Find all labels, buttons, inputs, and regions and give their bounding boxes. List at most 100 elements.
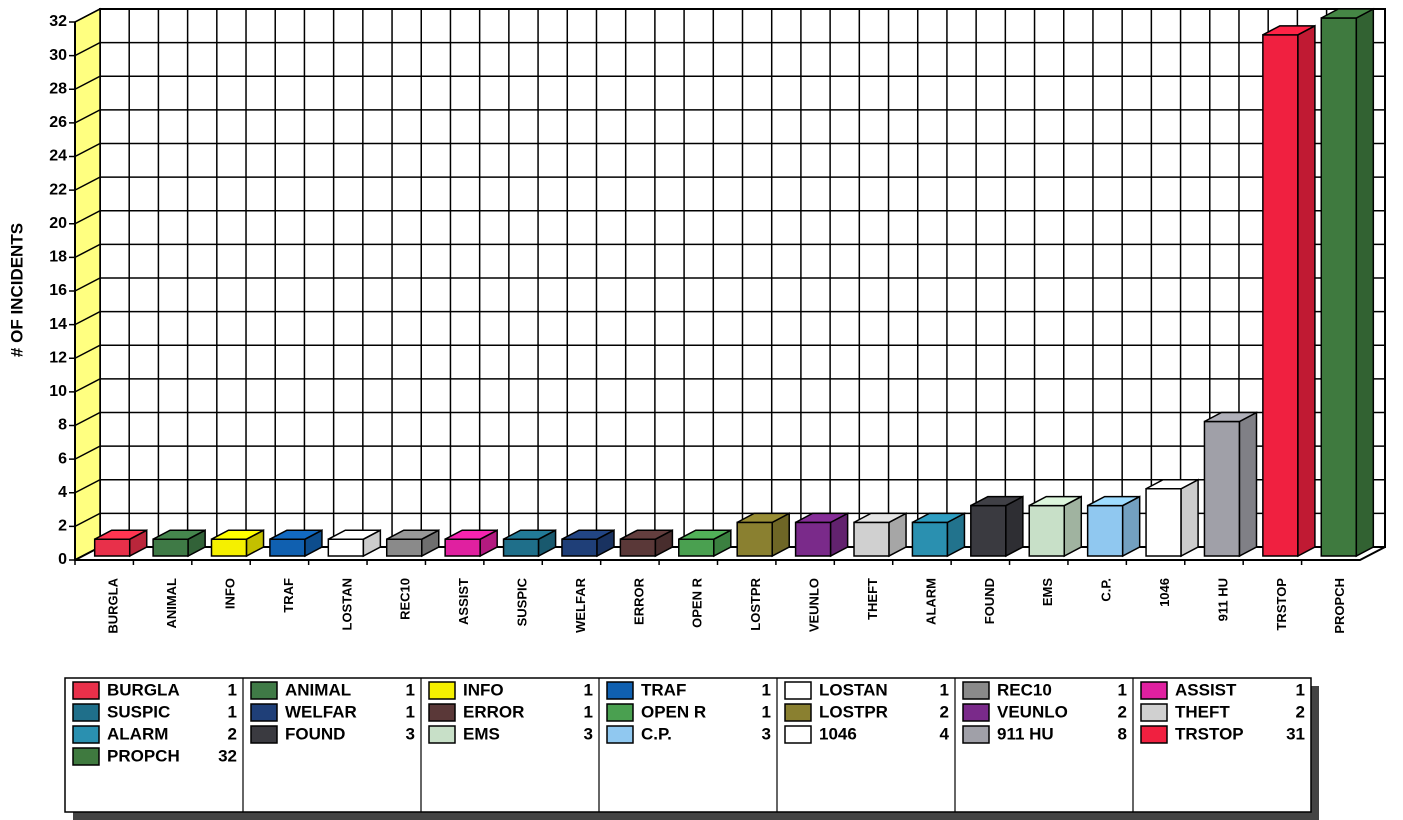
bar-top (1145, 479, 1199, 490)
legend-label: ANIMAL (285, 680, 351, 699)
x-tick-label: BURGLA (106, 577, 121, 633)
bar-front (678, 538, 715, 557)
legend-swatch (250, 703, 278, 722)
x-tick-label: LOSTPR (748, 577, 763, 630)
grid-line (74, 109, 1385, 124)
bar (269, 528, 323, 558)
bar-top (620, 529, 673, 540)
legend-value: 2 (228, 724, 237, 743)
bar-front (93, 538, 131, 557)
legend-label: C.P. (641, 724, 672, 743)
bar-top (853, 512, 907, 524)
legend-label: ALARM (107, 724, 168, 743)
bar (678, 528, 732, 558)
bar-side (1063, 495, 1083, 558)
y-tick-label: 20 (49, 215, 67, 232)
legend-label: SUSPIC (107, 702, 170, 721)
y-tick-label: 0 (58, 551, 67, 568)
y-tick-label: 16 (49, 282, 67, 299)
x-tick-label: C.P. (1099, 578, 1114, 602)
y-tick-label: 26 (49, 114, 67, 131)
legend-swatch (1140, 681, 1168, 700)
legend-value: 1 (584, 702, 593, 721)
bar (794, 512, 849, 558)
bar-top (1204, 411, 1257, 423)
bar-top (970, 495, 1024, 507)
legend-label: FOUND (285, 724, 345, 743)
legend-label: PROPCH (107, 746, 180, 765)
bar-front (327, 538, 365, 557)
bar-top (736, 512, 790, 524)
legend-value: 8 (1118, 724, 1127, 743)
x-tick-label: ANIMAL (164, 578, 179, 629)
bar-top (386, 529, 440, 540)
legend-label: VEUNLO (997, 702, 1068, 721)
bar-top (152, 529, 206, 540)
bar (1145, 478, 1199, 558)
legend-value: 1 (406, 702, 415, 721)
legend-swatch (962, 725, 990, 744)
bar-side (1121, 495, 1141, 558)
bar (444, 528, 498, 558)
bar-top (1028, 495, 1082, 507)
x-tick-label: ALARM (923, 578, 938, 625)
x-tick-label: FOUND (982, 578, 997, 624)
bar (561, 528, 615, 558)
x-tick-label: 1046 (1157, 578, 1172, 607)
bar-front (1203, 420, 1241, 557)
legend-label: TRAF (641, 680, 686, 699)
bar (1320, 7, 1375, 558)
bar (327, 528, 382, 558)
legend-value: 1 (584, 680, 593, 699)
bar-front (269, 538, 306, 557)
grid-line (74, 277, 1385, 292)
bar (502, 528, 557, 558)
legend-label: TRSTOP (1175, 724, 1244, 743)
bar-front (619, 538, 657, 557)
grid-line (74, 445, 1385, 460)
legend-swatch (784, 703, 812, 722)
bar (1262, 24, 1316, 558)
y-tick-label: 2 (58, 518, 67, 535)
legend-swatch (428, 681, 456, 700)
bar-side (1005, 495, 1024, 558)
grid-line (74, 344, 1385, 359)
legend-swatch (784, 725, 812, 744)
bar-side (1180, 478, 1199, 558)
x-tick-label: TRAF (281, 578, 296, 613)
legend-value: 1 (406, 680, 415, 699)
bar-top (561, 529, 615, 540)
legend-label: INFO (463, 680, 504, 699)
bar-front (1320, 17, 1358, 557)
legend-label: LOSTAN (819, 680, 888, 699)
x-tick-label: LOSTAN (339, 578, 354, 630)
legend-label: OPEN R (641, 702, 706, 721)
bar-top (912, 512, 965, 524)
bar-top (795, 512, 848, 524)
legend-label: LOSTPR (819, 702, 888, 721)
bar-front (385, 538, 423, 557)
bar-side (1355, 7, 1375, 558)
x-tick-label: ASSIST (456, 578, 471, 625)
legend-label: REC10 (997, 680, 1052, 699)
grid-line (74, 378, 1385, 393)
legend-value: 3 (762, 724, 771, 743)
y-tick-label: 4 (58, 484, 67, 501)
x-tick-label: VEUNLO (807, 578, 822, 632)
legend-swatch (962, 681, 990, 700)
x-tick-label: WELFAR (573, 577, 588, 632)
legend-swatch (606, 725, 634, 744)
bar-top (211, 529, 264, 540)
legend-value: 1 (228, 702, 237, 721)
legend-label: ASSIST (1175, 680, 1237, 699)
bar-front (1262, 34, 1299, 557)
y-tick-label: 18 (49, 249, 67, 266)
grid-line (74, 176, 1385, 191)
legend-swatch (72, 681, 100, 700)
legend-swatch (962, 703, 990, 722)
legend-label: BURGLA (107, 680, 180, 699)
legend-swatch (606, 703, 634, 722)
legend-swatch (428, 725, 456, 744)
x-tick-label: REC10 (398, 578, 413, 620)
grid-line (74, 479, 1385, 494)
